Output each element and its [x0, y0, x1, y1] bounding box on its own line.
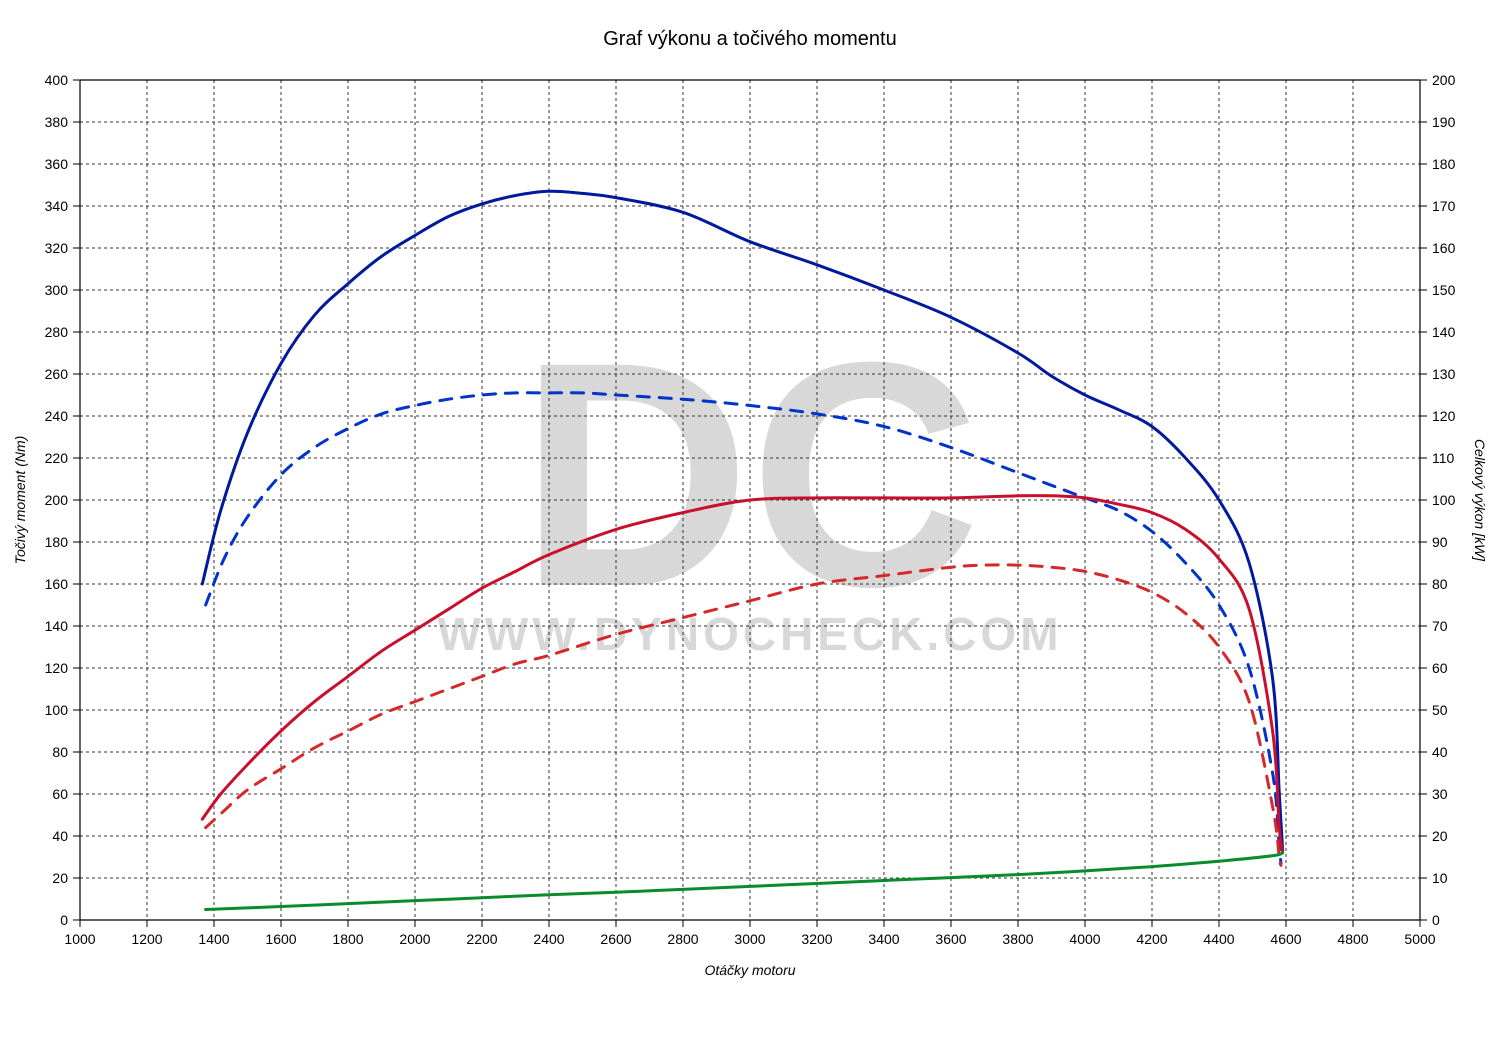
y-right-tick-label: 10	[1432, 870, 1448, 886]
y-right-tick-label: 60	[1432, 660, 1448, 676]
y-left-tick-label: 120	[45, 660, 69, 676]
y-right-tick-label: 0	[1432, 912, 1440, 928]
x-tick-label: 3400	[868, 931, 899, 947]
x-tick-label: 1000	[64, 931, 95, 947]
y-right-axis-label: Celkový výkon [kW]	[1472, 439, 1488, 562]
y-right-tick-label: 150	[1432, 282, 1456, 298]
y-left-tick-label: 220	[45, 450, 69, 466]
y-left-tick-label: 280	[45, 324, 69, 340]
y-left-tick-label: 40	[52, 828, 68, 844]
y-right-tick-label: 130	[1432, 366, 1456, 382]
y-left-tick-label: 340	[45, 198, 69, 214]
y-left-axis-label: Točivý moment (Nm)	[12, 436, 28, 565]
y-right-tick-label: 190	[1432, 114, 1456, 130]
y-left-tick-label: 240	[45, 408, 69, 424]
x-tick-label: 5000	[1404, 931, 1435, 947]
x-tick-label: 4800	[1337, 931, 1368, 947]
y-right-tick-label: 170	[1432, 198, 1456, 214]
y-right-tick-label: 100	[1432, 492, 1456, 508]
y-right-tick-label: 80	[1432, 576, 1448, 592]
y-left-tick-label: 60	[52, 786, 68, 802]
y-right-tick-label: 70	[1432, 618, 1448, 634]
y-left-tick-label: 20	[52, 870, 68, 886]
x-tick-label: 2000	[399, 931, 430, 947]
y-right-tick-label: 110	[1432, 450, 1455, 466]
y-left-tick-label: 200	[45, 492, 69, 508]
x-tick-label: 1600	[265, 931, 296, 947]
x-tick-label: 4400	[1203, 931, 1234, 947]
y-left-tick-label: 100	[45, 702, 69, 718]
y-left-tick-label: 400	[45, 72, 69, 88]
x-tick-label: 1800	[332, 931, 363, 947]
y-left-tick-label: 140	[45, 618, 69, 634]
y-left-tick-label: 260	[45, 366, 69, 382]
y-right-tick-label: 50	[1432, 702, 1448, 718]
y-right-tick-label: 160	[1432, 240, 1456, 256]
x-tick-label: 3200	[801, 931, 832, 947]
y-right-tick-label: 140	[1432, 324, 1456, 340]
y-left-tick-label: 160	[45, 576, 69, 592]
x-tick-label: 1400	[198, 931, 229, 947]
y-left-tick-label: 380	[45, 114, 69, 130]
y-right-tick-label: 200	[1432, 72, 1456, 88]
x-tick-label: 3800	[1002, 931, 1033, 947]
watermark-letter-d: D	[519, 295, 750, 653]
x-tick-label: 2800	[667, 931, 698, 947]
x-tick-label: 2200	[466, 931, 497, 947]
y-left-tick-label: 0	[60, 912, 68, 928]
dyno-chart: Graf výkonu a točivého momentuDCWWW.DYNO…	[0, 0, 1500, 1040]
y-right-tick-label: 120	[1432, 408, 1456, 424]
x-tick-label: 3600	[935, 931, 966, 947]
x-tick-label: 2600	[600, 931, 631, 947]
y-left-tick-label: 300	[45, 282, 69, 298]
y-right-tick-label: 30	[1432, 786, 1448, 802]
watermark-letter-c: C	[749, 295, 980, 653]
x-tick-label: 3000	[734, 931, 765, 947]
y-left-tick-label: 80	[52, 744, 68, 760]
x-tick-label: 1200	[131, 931, 162, 947]
x-axis-label: Otáčky motoru	[704, 962, 795, 978]
y-right-tick-label: 40	[1432, 744, 1448, 760]
y-right-tick-label: 90	[1432, 534, 1448, 550]
chart-title: Graf výkonu a točivého momentu	[603, 28, 896, 50]
x-tick-label: 2400	[533, 931, 564, 947]
y-right-tick-label: 20	[1432, 828, 1448, 844]
x-tick-label: 4200	[1136, 931, 1167, 947]
y-left-tick-label: 360	[45, 156, 69, 172]
y-right-tick-label: 180	[1432, 156, 1456, 172]
y-left-tick-label: 180	[45, 534, 69, 550]
x-tick-label: 4600	[1270, 931, 1301, 947]
x-tick-label: 4000	[1069, 931, 1100, 947]
y-left-tick-label: 320	[45, 240, 69, 256]
